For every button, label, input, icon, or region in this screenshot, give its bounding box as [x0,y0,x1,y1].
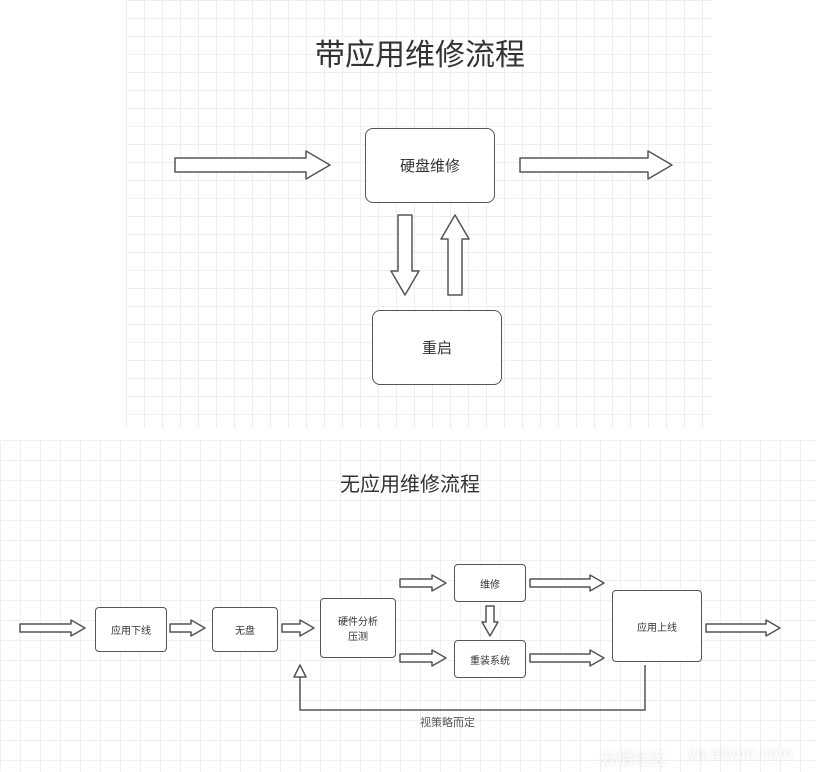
node-online: 应用上线 [612,590,702,662]
node-reboot: 重启 [372,310,502,385]
node-reinstall: 重装系统 [454,640,526,678]
node-nodisk: 无盘 [212,607,278,652]
canvas: 带应用维修流程 硬盘维修 重启 无应用维修流程 应用下线 无盘 硬件分析 压测 … [0,0,816,772]
node-offline: 应用下线 [95,607,167,652]
node-analyze: 硬件分析 压测 [320,598,396,658]
diagram1-title: 带应用维修流程 [290,30,550,74]
node-analyze-label: 硬件分析 压测 [338,613,378,643]
loop-label: 视策略而定 [420,714,475,730]
node-disk-repair: 硬盘维修 [365,128,495,203]
watermark-text2: yq.aliyun.com [688,745,792,763]
node-repair: 维修 [454,564,526,602]
watermark-text1: 云栖社区 [600,745,666,769]
diagram2-title: 无应用维修流程 [310,468,510,497]
